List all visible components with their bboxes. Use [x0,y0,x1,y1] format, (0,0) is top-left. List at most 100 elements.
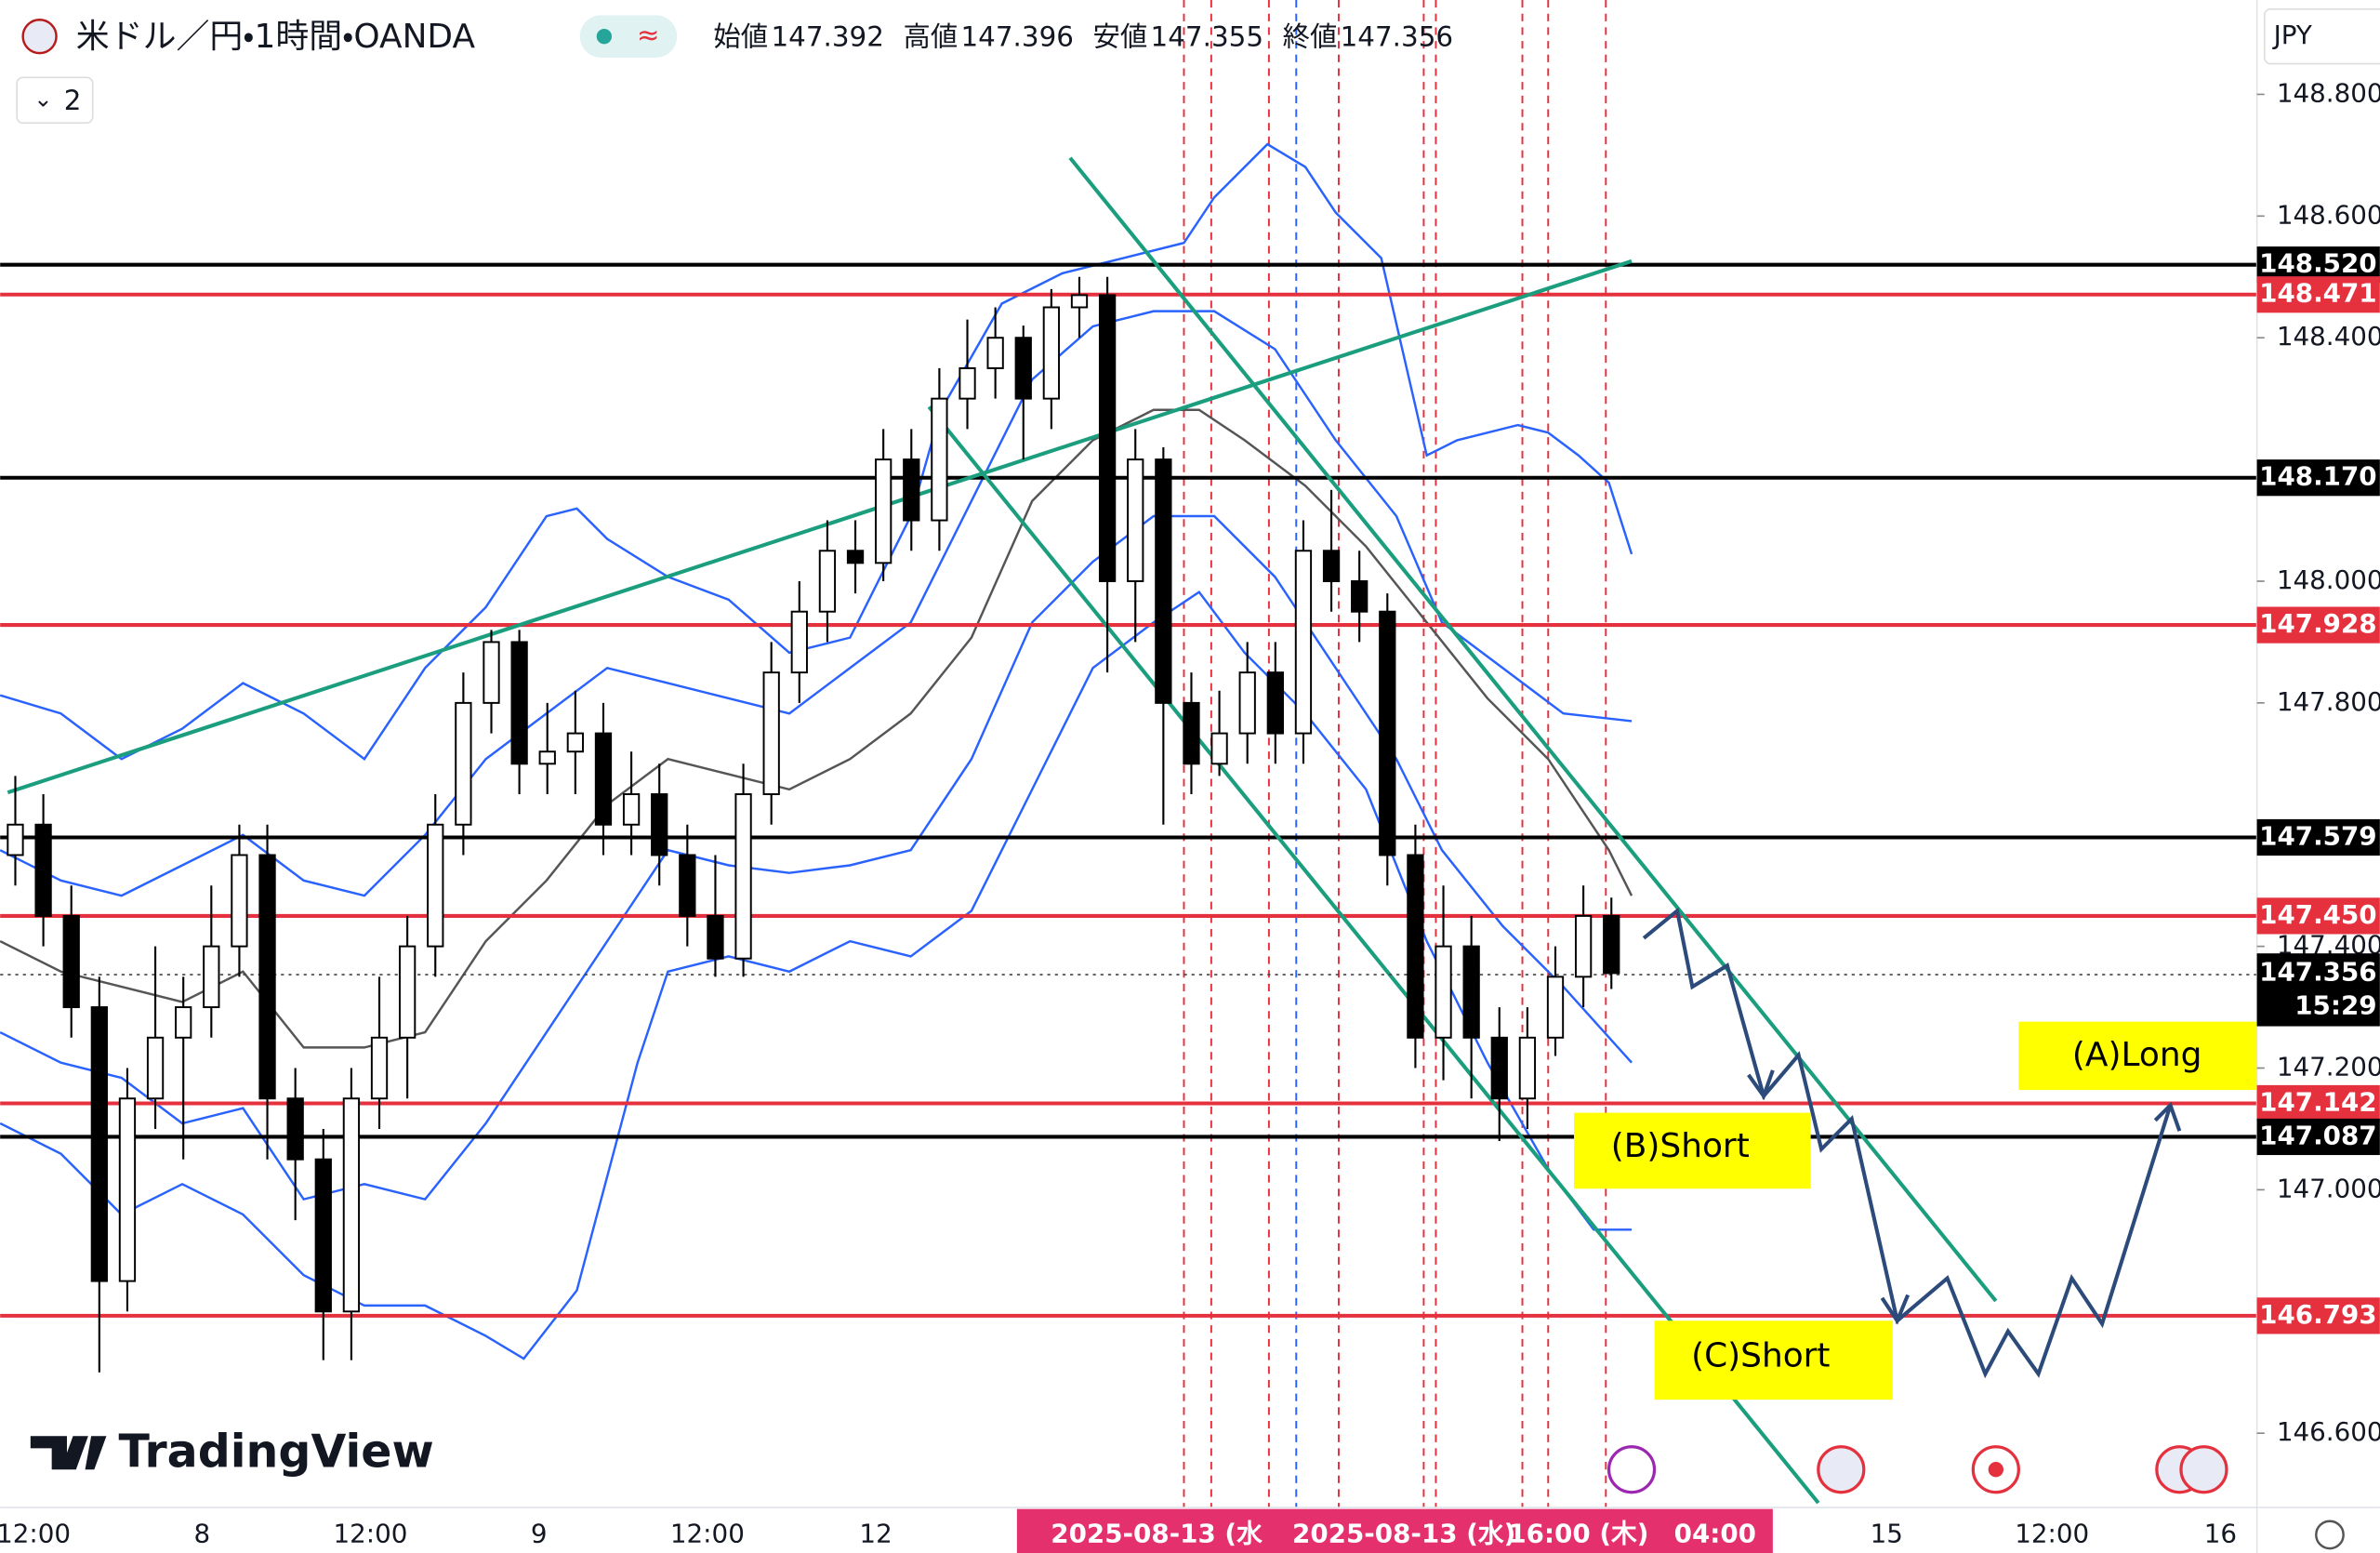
candle-body [1070,294,1089,309]
candle-body [1603,914,1620,975]
candle-body [818,550,837,613]
x-tick-label: 8 [193,1518,210,1548]
ohlc-value: 147.396 [960,20,1073,52]
candle-body [986,337,1004,369]
candle-body [1210,732,1228,765]
candle-body [903,458,920,522]
projection [1642,907,2182,1379]
candle-body [959,366,976,400]
ohlc-label: 終値 [1283,20,1338,52]
cursor-label-bg [1016,1508,1773,1553]
arrow-head [1880,1294,1911,1325]
candle-body [483,641,500,704]
y-tick-label: 148.800 [2277,77,2380,108]
legend-header: 米ドル／円・1時間・OANDA ≈ ⌄ 2 始値 147.392 高値 147.396… [16,15,1453,125]
level-label: 146.793 [2259,1299,2376,1330]
x-tick-label: 12:00 [333,1518,407,1548]
event-icon [1606,1445,1657,1494]
candle-body [931,397,948,522]
candle-body [370,1036,389,1100]
watermark: TradingView [30,1425,434,1478]
settings-icon[interactable] [2315,1520,2345,1550]
level-label: 147.579 [2259,820,2376,851]
candle-body [203,945,220,1009]
level-label-bg [2256,1118,2380,1156]
status-dot [596,29,613,45]
candle-body [1098,294,1117,582]
candle-body [1407,854,1424,1039]
currency: JPY [2272,20,2312,50]
candle-body [734,793,752,960]
candle-body [175,1006,192,1039]
ohlc-value: 147.355 [1151,20,1263,52]
lower-inner-band [0,514,1633,1201]
x-tick-label: 9 [531,1518,548,1548]
collapse-icon: ⌄ [33,86,53,113]
currency-button[interactable] [2263,7,2380,65]
trend-line [927,405,1820,1505]
last-price-label: 147.356 [2259,956,2376,987]
ohlc-label: 高値 [903,20,958,52]
status-icon: ≈ [637,20,660,51]
trend-lines [7,156,1998,1505]
candle-body [1351,580,1368,613]
collapse-button[interactable] [16,76,94,125]
event-icon [1988,1462,2003,1478]
candle-body [427,823,444,948]
cursor-label: 2025-08-13 (水) [1292,1518,1515,1548]
ohlc-label: 安値 [1093,20,1148,52]
cursor-label: 04:00 [1674,1518,1756,1548]
candle-body [1294,550,1313,735]
candle-body [90,1006,108,1282]
event-icons [1606,1445,2228,1494]
ohlc-label: 始値 [713,20,768,52]
watermark-text: TradingView [118,1425,433,1478]
candle-body [1127,458,1144,582]
candle-body [231,854,248,948]
candle-body [566,732,584,753]
level-label-bg [2256,459,2380,497]
level-label-bg [2256,1084,2380,1122]
ohlc-value: 147.392 [771,20,883,52]
level-label: 148.170 [2259,461,2376,492]
candle-body [707,914,724,960]
candle-body [1155,458,1172,704]
countdown: 15:29 [2294,989,2376,1020]
candle-body [510,641,528,765]
arrow-head [2153,1101,2182,1132]
candle-body [762,671,780,796]
level-label: 148.520 [2259,248,2376,279]
level-label: 147.087 [2259,1120,2376,1150]
annotations: (A)Long (B)Short (C)Short [1574,1021,2257,1400]
candle-body [1546,976,1565,1039]
y-tick-label: 148.400 [2277,321,2380,352]
arrow-head [1747,1069,1775,1101]
time-axis [0,1507,2380,1553]
bollinger-bands [0,142,1633,1361]
candle-body [455,701,472,826]
candle-body [538,750,556,765]
level-label-bg [2256,897,2380,935]
level-label-bg [2256,606,2380,644]
y-tick-label: 147.000 [2277,1173,2380,1203]
candle-body [1322,550,1341,582]
level-label: 148.471 [2259,278,2376,309]
candle-body [342,1097,361,1313]
candle-body [1238,671,1256,735]
y-axis: 148.800 148.600 148.400 148.000 147.800 147.4… [2256,77,2380,1447]
candle-body [1490,1036,1508,1100]
trend-line [1068,156,1998,1303]
y-tick-label: 146.600 [2277,1416,2380,1447]
annotation-box [1654,1321,1893,1400]
candle-body [1518,1036,1537,1100]
candle-body [1183,701,1200,765]
candle-body [679,854,696,917]
candle-body [1462,945,1480,1039]
candle-body [286,1097,304,1161]
x-tick-label: 12:00 [2015,1518,2089,1548]
x-tick-label: 12 [859,1518,892,1548]
moving-average [0,408,1633,1049]
